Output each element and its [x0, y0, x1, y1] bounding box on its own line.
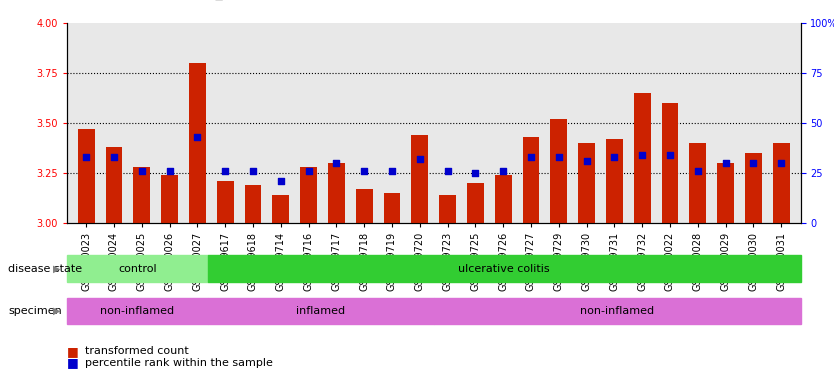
Point [385, 168, 399, 174]
Bar [273, 195, 289, 223]
Bar [328, 163, 344, 223]
Text: ▶: ▶ [53, 264, 60, 274]
Text: percentile rank within the sample: percentile rank within the sample [85, 358, 273, 368]
Text: control: control [118, 264, 157, 274]
Point [274, 178, 288, 184]
Point [636, 152, 649, 158]
Bar [634, 93, 651, 223]
Point [79, 154, 93, 160]
Bar [300, 167, 317, 223]
Bar [495, 175, 511, 223]
Bar [106, 147, 123, 223]
Point [358, 168, 371, 174]
Point [135, 168, 148, 174]
Point [302, 168, 315, 174]
Bar [467, 183, 484, 223]
Point [163, 168, 176, 174]
Point [580, 158, 593, 164]
Point [496, 168, 510, 174]
Bar [717, 163, 734, 223]
Text: ▶: ▶ [53, 306, 60, 316]
Point [108, 154, 121, 160]
Bar [606, 139, 623, 223]
Bar [661, 103, 678, 223]
Text: non-inflamed: non-inflamed [580, 306, 654, 316]
Point [552, 154, 565, 160]
Point [329, 160, 343, 166]
Text: transformed count: transformed count [85, 346, 188, 356]
Point [663, 152, 676, 158]
Bar [745, 153, 761, 223]
Bar [244, 185, 261, 223]
Point [746, 160, 760, 166]
Bar [690, 143, 706, 223]
Point [191, 134, 204, 140]
Bar [133, 167, 150, 223]
Bar [550, 119, 567, 223]
Text: specimen: specimen [8, 306, 62, 316]
Bar [523, 137, 540, 223]
Bar [356, 189, 373, 223]
Point [246, 168, 259, 174]
Bar [217, 181, 234, 223]
Point [775, 160, 788, 166]
Bar [78, 129, 94, 223]
Point [219, 168, 232, 174]
Point [441, 168, 455, 174]
Text: disease state: disease state [8, 264, 83, 274]
Point [608, 154, 621, 160]
Bar [578, 143, 595, 223]
Text: ■: ■ [67, 345, 78, 358]
Bar [384, 193, 400, 223]
Text: inflamed: inflamed [296, 306, 345, 316]
Point [719, 160, 732, 166]
Point [469, 170, 482, 176]
Point [413, 156, 426, 162]
Point [525, 154, 538, 160]
Bar [440, 195, 456, 223]
Text: non-inflamed: non-inflamed [100, 306, 174, 316]
Bar [189, 63, 206, 223]
Point [691, 168, 705, 174]
Bar [161, 175, 178, 223]
Text: ■: ■ [67, 356, 78, 369]
Text: ulcerative colitis: ulcerative colitis [459, 264, 550, 274]
Bar [411, 135, 428, 223]
Bar [773, 143, 790, 223]
